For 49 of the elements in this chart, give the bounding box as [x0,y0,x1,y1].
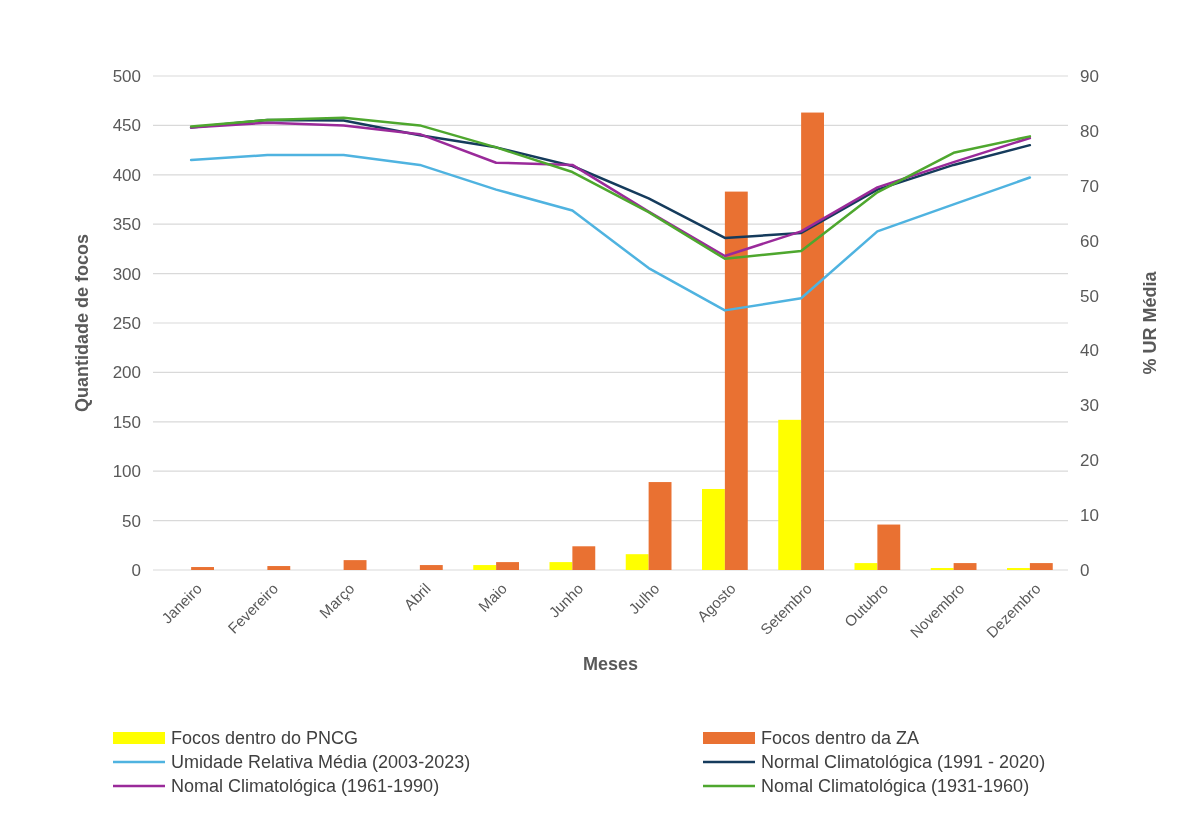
y-tick-label: 250 [112,313,141,333]
bar [625,554,649,570]
legend-label: Nomal Climatológica (1961-1990) [171,776,440,797]
y2-tick-label: 10 [1080,506,1099,526]
y2-tick-label: 40 [1080,341,1099,361]
y-axis-title: Quantidade de focos [72,233,92,413]
bar [549,562,573,570]
bar [953,563,977,570]
y-tick-label: 150 [112,412,141,432]
y2-tick-label: 20 [1080,451,1099,471]
y-tick-label: 450 [112,116,141,136]
bar [267,566,291,570]
y2-tick-label: 0 [1080,560,1090,580]
y-tick-label: 300 [112,264,141,284]
y-tick-label: 500 [112,66,141,86]
bar [854,563,878,570]
bar [877,524,901,570]
y2-tick-label: 30 [1080,396,1099,416]
y-tick-label: 350 [112,215,141,235]
bar [419,565,443,570]
y-tick-label: 0 [131,560,141,580]
y2-axis-title: % UR Média [1140,270,1160,375]
legend-label: Focos dentro do PNCG [171,728,359,749]
bar [473,565,497,570]
legend-label: Umidade Relativa Média (2003-2023) [171,752,471,773]
bar [1029,563,1053,570]
y-tick-label: 100 [112,462,141,482]
y2-tick-label: 90 [1080,66,1099,86]
bar [496,562,519,570]
bar [778,419,802,570]
bar [801,112,824,570]
bar [724,191,748,570]
y-tick-label: 200 [112,363,141,383]
bar [702,488,725,570]
y2-tick-label: 50 [1080,286,1099,306]
legend-label: Normal Climatológica (1991 - 2020) [761,752,1046,773]
legend-label: Nomal Climatológica (1931-1960) [761,776,1030,797]
y2-tick-label: 60 [1080,231,1099,251]
x-axis-title: Meses [582,654,639,674]
bar [191,567,214,570]
bar [648,482,672,570]
y2-tick-label: 70 [1080,176,1099,196]
bar [343,560,367,570]
y-tick-label: 50 [122,511,141,531]
y-tick-label: 400 [112,165,141,185]
y2-tick-label: 80 [1080,121,1099,141]
legend-label: Focos dentro da ZA [761,728,920,749]
bar [572,546,596,570]
line-series [189,153,1032,312]
